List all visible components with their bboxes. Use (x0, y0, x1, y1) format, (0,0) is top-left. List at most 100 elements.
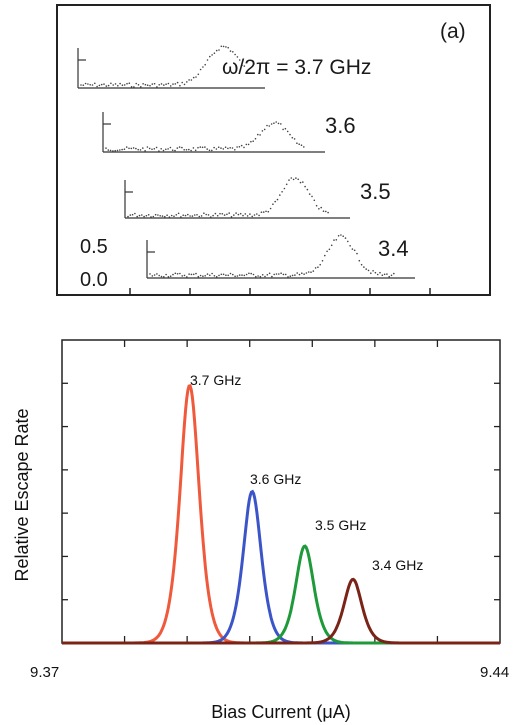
trace-point (204, 275, 206, 277)
trace-point (149, 273, 151, 275)
trace-point (217, 146, 220, 148)
trace-point (169, 85, 172, 87)
trace-point (321, 260, 324, 262)
trace-point (234, 149, 236, 151)
trace-point (109, 149, 112, 152)
trace-point (80, 84, 82, 86)
trace-point (161, 215, 164, 217)
trace-point (289, 275, 292, 278)
trace-point (136, 215, 138, 218)
trace-point (107, 84, 110, 87)
trace-point (230, 216, 233, 218)
trace-point (135, 82, 137, 85)
trace-point (388, 275, 391, 278)
trace-point (231, 147, 234, 149)
trace-point (291, 136, 294, 139)
trace-point (156, 273, 158, 275)
trace-point (123, 84, 126, 86)
trace-point (236, 56, 239, 58)
trace-point (199, 68, 202, 71)
trace-point (182, 214, 184, 216)
trace-point (144, 83, 147, 86)
trace-point (241, 274, 243, 276)
trace-point (236, 275, 239, 277)
trace-point (142, 147, 144, 149)
trace-point (145, 214, 148, 217)
trace-point (201, 146, 204, 149)
trace-point (216, 214, 219, 217)
trace-point (196, 214, 198, 216)
trace-point (259, 275, 262, 278)
trace-point (221, 213, 224, 215)
trace-point (381, 274, 384, 277)
trace-point (261, 274, 264, 276)
trace-point (251, 215, 253, 218)
trace-point (245, 273, 248, 276)
trace-point (222, 45, 225, 48)
freq-label-35: 3.5 (360, 179, 391, 204)
trace-point (286, 130, 289, 133)
trace-point (130, 86, 133, 88)
plot-frame (61, 339, 501, 644)
trace-point (160, 83, 163, 85)
trace-point (358, 259, 361, 262)
trace-point (114, 149, 116, 152)
trace-point (167, 276, 170, 278)
trace-point (253, 214, 256, 216)
panel-bottom: 3.7 GHz 3.6 GHz 3.5 GHz 3.4 GHz 9.37 9.4… (12, 339, 509, 722)
trace-point (164, 215, 166, 218)
trace-point (268, 272, 271, 275)
trace-point (333, 239, 335, 241)
trace-point (307, 271, 310, 273)
trace-point (171, 149, 174, 151)
y-tick-label-00: 0.0 (80, 269, 108, 291)
trace-point (239, 212, 242, 215)
trace-point (229, 147, 231, 149)
trace-point (152, 215, 155, 218)
series-line-2 (62, 489, 500, 645)
trace-point (225, 274, 227, 277)
trace-point (301, 272, 303, 275)
series-label-37: 3.7 GHz (190, 372, 241, 388)
series-label-35: 3.5 GHz (315, 517, 366, 533)
trace-point (376, 273, 379, 276)
trace-point (154, 213, 157, 216)
trace-point (202, 275, 204, 278)
series-label-36: 3.6 GHz (250, 471, 301, 487)
freq-label-36: 3.6 (325, 113, 356, 138)
trace-point (173, 215, 175, 218)
trace-point (232, 51, 234, 53)
trace-point (204, 63, 206, 66)
trace-point (220, 147, 222, 149)
trace-point (134, 212, 136, 215)
trace-point (227, 46, 229, 49)
trace-point (274, 200, 277, 203)
trace-point (160, 275, 163, 278)
trace-point (191, 215, 194, 217)
trace-point (186, 276, 188, 278)
trace-point (227, 274, 229, 277)
trace-point (250, 272, 252, 275)
trace-point (234, 275, 236, 278)
trace-point (297, 178, 300, 181)
trace-point (263, 128, 266, 131)
trace-point (147, 214, 150, 216)
trace-point (222, 148, 225, 150)
trace-point (176, 273, 179, 275)
trace-point (268, 125, 271, 127)
trace-point (304, 185, 306, 188)
trace-point (169, 275, 172, 278)
trace-point (155, 146, 158, 149)
trace-point (209, 274, 211, 277)
trace-point (174, 149, 176, 152)
trace-point (192, 147, 195, 149)
trace-point (285, 183, 288, 186)
trace-point (190, 79, 193, 81)
panel-top-traces (77, 45, 415, 279)
trace-point (327, 211, 329, 214)
trace-point (319, 263, 322, 266)
trace-point (247, 143, 250, 146)
trace-point (166, 214, 168, 216)
trace-point (107, 149, 110, 151)
trace-point (163, 276, 165, 278)
